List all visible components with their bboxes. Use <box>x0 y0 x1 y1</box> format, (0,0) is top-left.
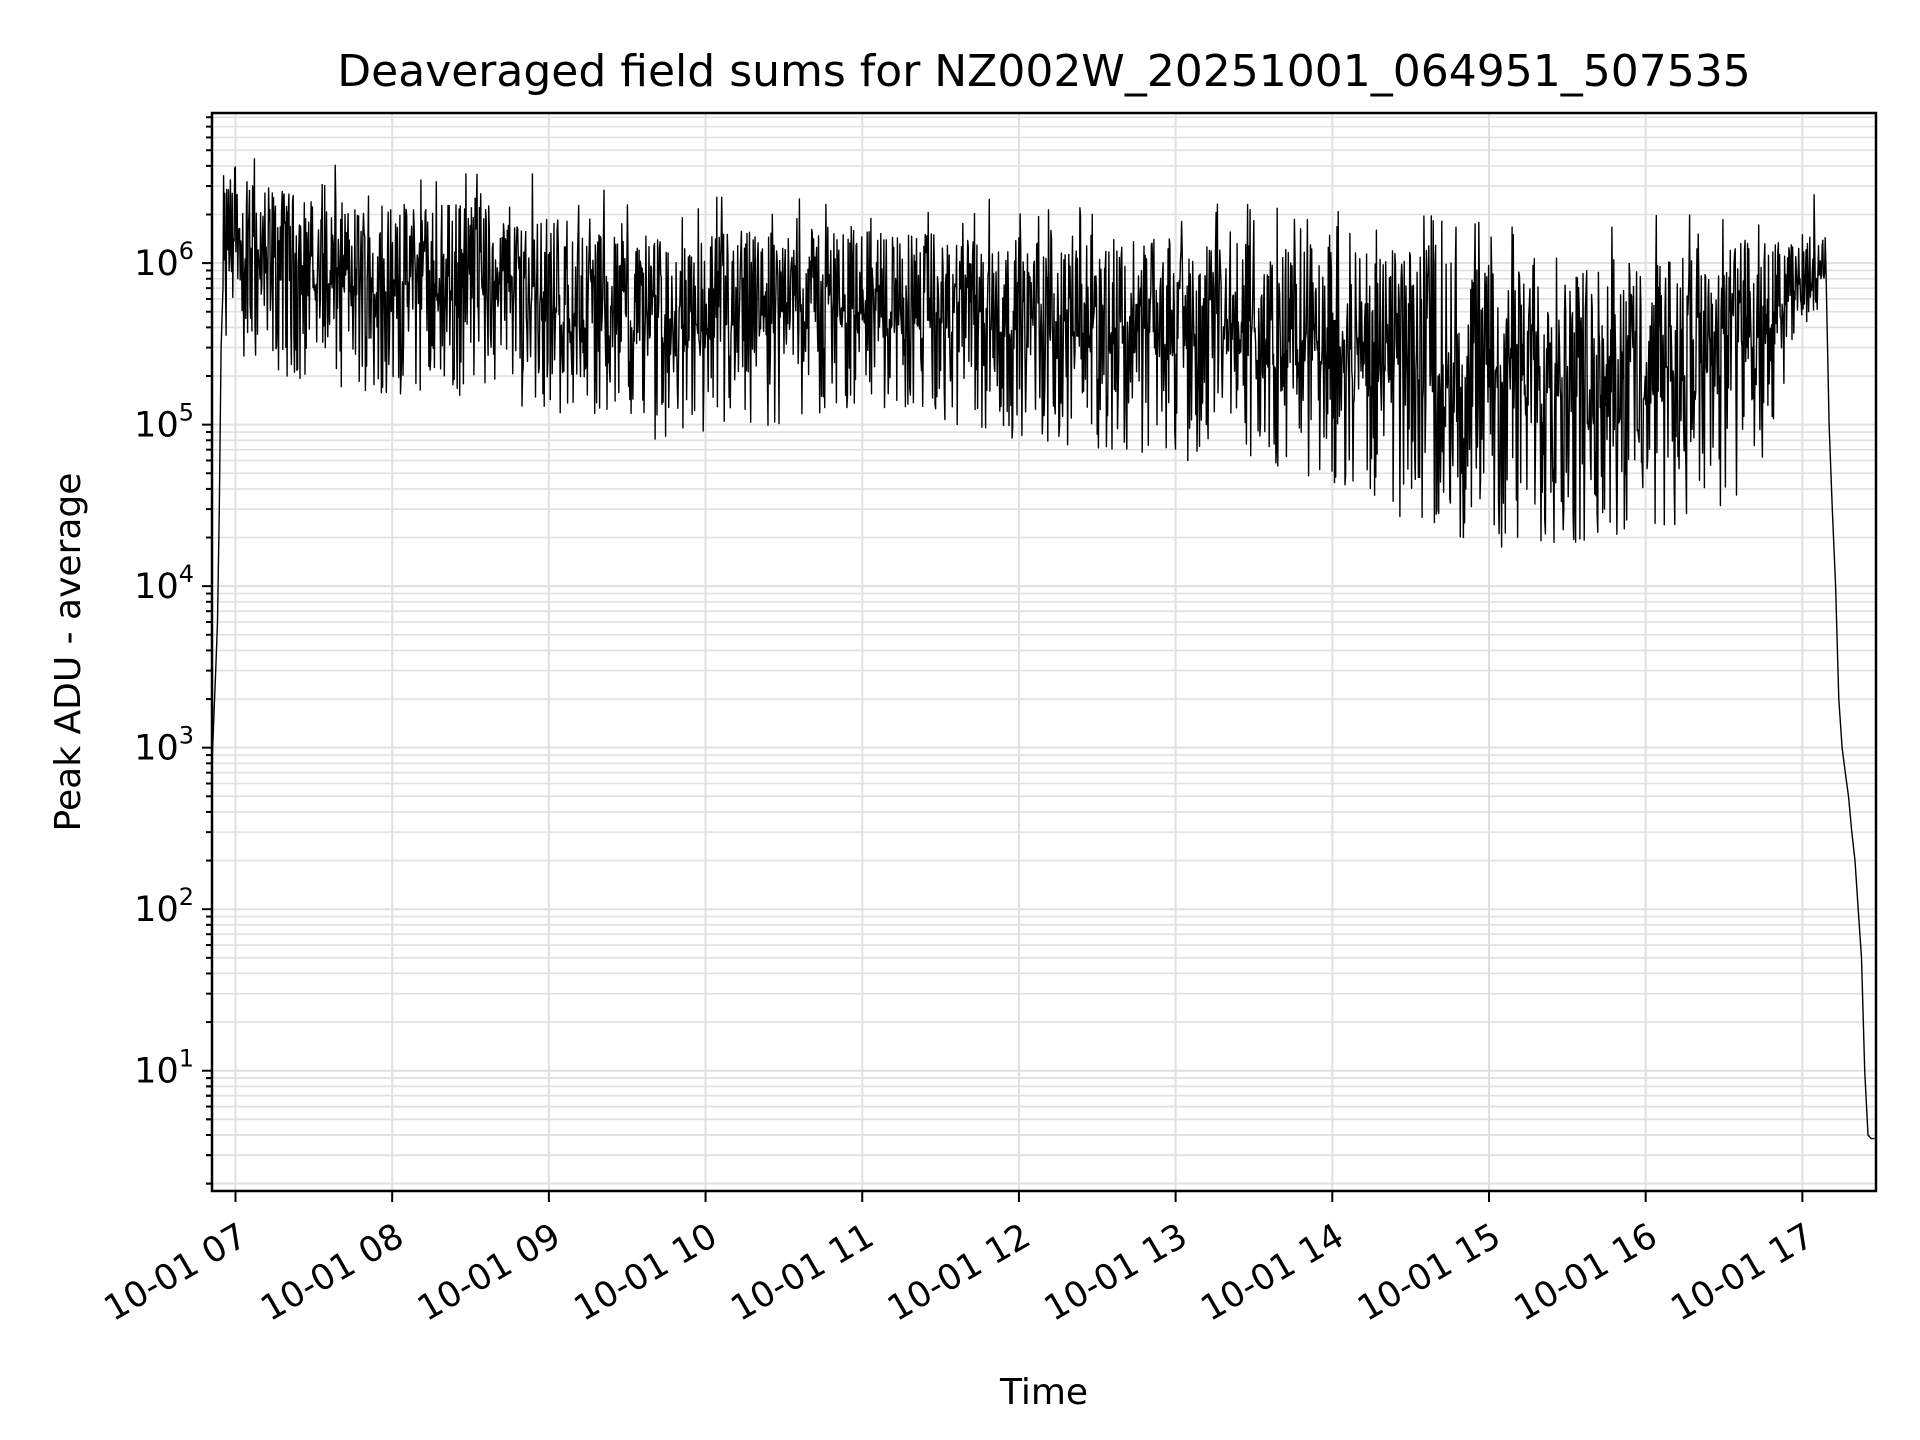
y-tick-base: 10 <box>134 244 179 284</box>
y-tick-label: 105 <box>134 399 194 446</box>
y-tick-label: 103 <box>134 722 194 769</box>
series-group <box>211 158 1875 1140</box>
series-line <box>211 158 1875 1140</box>
y-tick-base: 10 <box>134 729 179 769</box>
y-tick-base: 10 <box>134 890 179 930</box>
y-tick-base: 10 <box>134 1052 179 1092</box>
y-tick-exponent: 5 <box>179 399 194 427</box>
chart-title: Deaveraged field sums for NZ002W_2025100… <box>337 46 1750 97</box>
y-tick-exponent: 4 <box>179 560 194 588</box>
y-tick-label: 104 <box>134 560 194 607</box>
y-tick-exponent: 2 <box>179 883 194 911</box>
y-tick-base: 10 <box>134 406 179 446</box>
y-tick-label: 102 <box>134 883 194 930</box>
y-tick-exponent: 3 <box>179 722 194 750</box>
x-axis-label: Time <box>999 1372 1088 1413</box>
y-tick-base: 10 <box>134 567 179 607</box>
y-axis-label: Peak ADU - average <box>48 473 89 832</box>
plot-frame <box>210 111 1878 1193</box>
y-tick-exponent: 6 <box>179 237 194 265</box>
y-tick-label: 101 <box>134 1045 194 1092</box>
grid <box>212 113 1876 1191</box>
y-tick-exponent: 1 <box>179 1045 194 1073</box>
y-tick-label: 106 <box>134 237 194 284</box>
